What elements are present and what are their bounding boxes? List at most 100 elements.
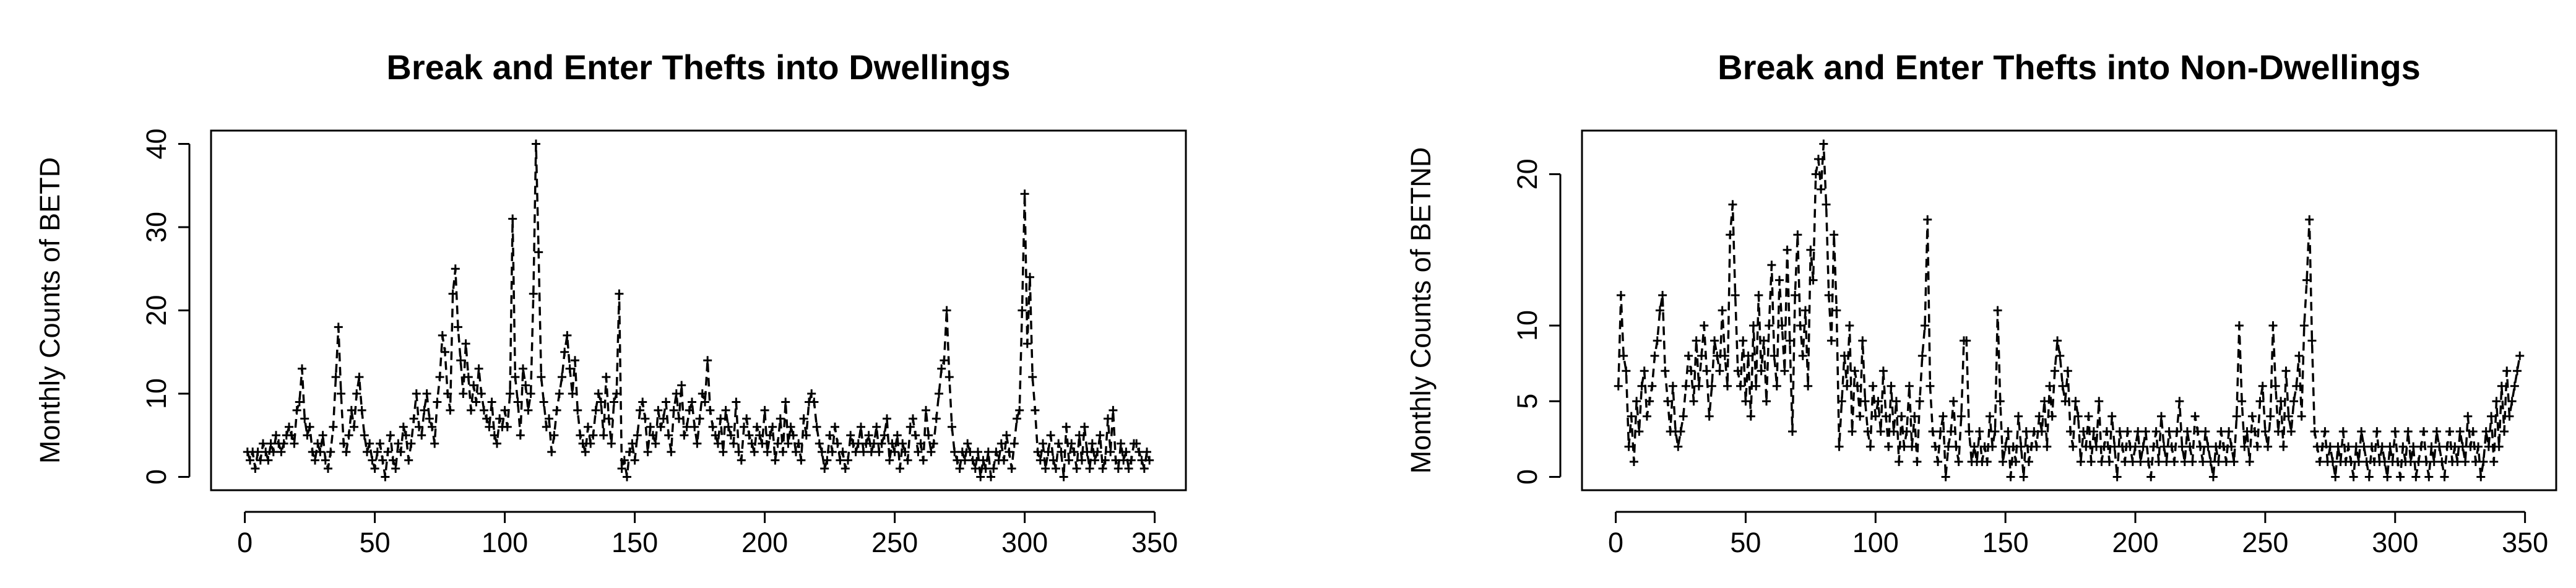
point-marker — [1653, 336, 1662, 345]
point-marker — [490, 431, 499, 440]
point-marker — [682, 422, 691, 431]
point-marker — [893, 431, 902, 440]
point-marker — [2419, 427, 2428, 436]
point-marker — [1676, 427, 1685, 436]
point-marker — [2437, 457, 2447, 467]
point-marker — [896, 464, 904, 473]
point-marker — [1861, 397, 1870, 406]
point-marker — [1044, 447, 1053, 457]
point-marker — [537, 373, 546, 382]
point-marker — [2440, 472, 2449, 482]
point-marker — [2058, 381, 2067, 391]
point-marker — [1718, 306, 1727, 315]
point-marker — [1895, 457, 1904, 467]
point-marker — [2484, 442, 2493, 451]
point-marker — [360, 431, 369, 440]
point-marker — [547, 447, 556, 457]
point-marker — [851, 447, 860, 457]
point-marker — [378, 456, 387, 465]
point-marker — [2442, 442, 2452, 451]
point-marker — [2351, 442, 2361, 451]
point-marker — [443, 389, 452, 398]
point-marker — [2060, 397, 2070, 406]
point-marker — [1783, 245, 1792, 254]
point-marker — [342, 447, 351, 457]
point-marker — [1998, 457, 2007, 467]
point-marker — [2502, 366, 2512, 376]
point-marker — [1902, 427, 1911, 436]
point-marker — [578, 439, 587, 448]
point-marker — [2198, 457, 2208, 467]
point-marker — [857, 422, 865, 431]
point-marker — [2271, 381, 2280, 391]
point-marker — [1915, 397, 1924, 406]
point-marker — [877, 439, 886, 448]
point-marker — [1985, 412, 1994, 421]
point-marker — [425, 414, 434, 423]
point-marker — [2461, 457, 2470, 467]
point-marker — [513, 397, 522, 407]
point-marker — [1845, 321, 1854, 330]
point-marker — [1070, 447, 1079, 457]
point-marker — [2344, 442, 2353, 451]
point-marker — [1843, 381, 1852, 391]
point-marker — [656, 422, 665, 431]
point-marker — [890, 447, 899, 457]
point-marker — [1013, 414, 1021, 423]
y-tick-label: 5 — [1511, 394, 1543, 409]
point-marker — [2245, 457, 2254, 467]
point-marker — [2294, 351, 2304, 360]
point-marker — [1000, 456, 1008, 465]
point-marker — [2029, 427, 2039, 436]
point-marker — [1798, 351, 1807, 360]
point-marker — [1035, 456, 1045, 465]
point-marker — [558, 373, 566, 382]
point-marker — [1988, 442, 1997, 451]
point-marker — [2227, 442, 2236, 451]
point-marker — [825, 431, 834, 440]
point-marker — [2453, 457, 2462, 467]
point-marker — [430, 439, 439, 448]
point-marker — [1087, 439, 1097, 448]
point-marker — [1137, 456, 1146, 465]
point-marker — [1813, 154, 1823, 163]
point-marker — [870, 439, 878, 448]
point-marker — [2315, 457, 2325, 467]
point-marker — [2250, 427, 2260, 436]
point-marker — [259, 439, 267, 448]
point-marker — [724, 422, 733, 431]
point-marker — [589, 431, 598, 440]
point-marker — [996, 439, 1006, 448]
point-marker — [2084, 412, 2093, 421]
point-marker — [1889, 427, 1898, 436]
point-marker — [823, 456, 832, 465]
point-marker — [1746, 412, 1755, 421]
point-marker — [1762, 397, 1771, 406]
point-marker — [2234, 321, 2244, 330]
point-marker — [1749, 321, 1758, 330]
point-marker — [714, 439, 722, 448]
point-marker — [2406, 457, 2415, 467]
point-marker — [1028, 373, 1037, 382]
point-marker — [2372, 427, 2382, 436]
point-marker — [1007, 464, 1016, 473]
point-marker — [2180, 457, 2189, 467]
point-marker — [1640, 366, 1649, 376]
point-marker — [324, 464, 332, 473]
point-marker — [2263, 442, 2273, 451]
point-marker — [1832, 306, 1841, 315]
point-marker — [1969, 442, 1979, 451]
chart-title: Break and Enter Thefts into Non-Dwelling… — [1718, 48, 2421, 87]
point-marker — [2328, 457, 2338, 467]
point-marker — [1723, 381, 1732, 391]
point-marker — [2079, 427, 2088, 436]
point-marker — [628, 439, 637, 448]
point-marker — [435, 373, 444, 382]
point-marker — [758, 439, 767, 448]
point-marker — [2185, 442, 2195, 451]
point-marker — [2219, 442, 2228, 451]
point-marker — [922, 405, 930, 415]
point-marker — [1884, 442, 1893, 451]
point-marker — [1033, 447, 1042, 457]
plot-frame — [1581, 129, 2557, 491]
